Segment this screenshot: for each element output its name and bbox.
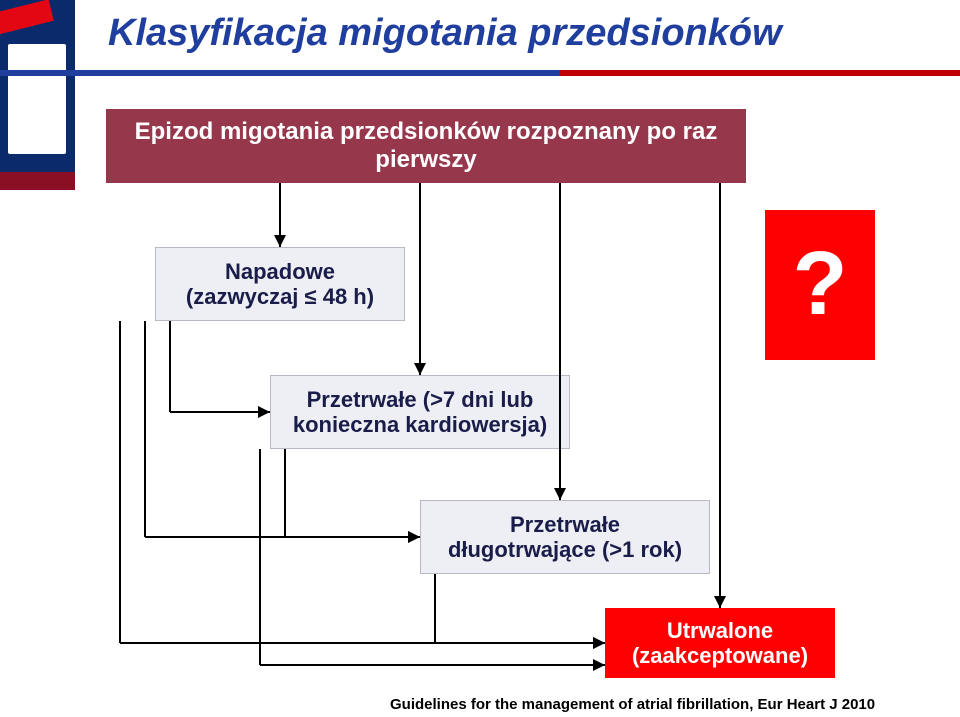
esc-ribbon — [0, 0, 54, 35]
arrowhead-icon — [408, 531, 420, 543]
connector-segment — [285, 536, 420, 538]
connector-segment — [259, 449, 261, 665]
arrowhead-icon — [414, 363, 426, 375]
box-permanent: Utrwalone (zaakceptowane) — [605, 608, 835, 678]
box-longstanding-text: Przetrwałe długotrwające (>1 rok) — [448, 512, 682, 563]
connector-segment — [719, 183, 721, 608]
box-paroxysmal: Napadowe (zazwyczaj ≤ 48 h) — [155, 247, 405, 321]
slide: Klasyfikacja migotania przedsionków Epiz… — [0, 0, 960, 717]
box-longstanding: Przetrwałe długotrwające (>1 rok) — [420, 500, 710, 574]
footer-citation: Guidelines for the management of atrial … — [390, 696, 875, 713]
esc-card — [8, 44, 66, 154]
arrowhead-icon — [554, 488, 566, 500]
connector-segment — [169, 321, 171, 412]
arrowhead-icon — [593, 659, 605, 671]
qmark-text: ? — [793, 233, 848, 337]
box-question-mark: ? — [765, 210, 875, 360]
connector-segment — [435, 642, 605, 644]
slide-title: Klasyfikacja migotania przedsionków — [108, 12, 782, 55]
box-paroxysmal-text: Napadowe (zazwyczaj ≤ 48 h) — [186, 259, 374, 310]
connector-segment — [559, 183, 561, 500]
arrowhead-icon — [274, 235, 286, 247]
box-persistent: Przetrwałe (>7 dni lub konieczna kardiow… — [270, 375, 570, 449]
box-permanent-text: Utrwalone (zaakceptowane) — [632, 618, 808, 669]
connector-segment — [170, 411, 270, 413]
rule-red — [560, 70, 960, 76]
arrowhead-icon — [714, 596, 726, 608]
connector-segment — [419, 183, 421, 375]
esc-bar — [0, 172, 75, 190]
arrowhead-icon — [258, 406, 270, 418]
arrowhead-icon — [593, 637, 605, 649]
box-persistent-text: Przetrwałe (>7 dni lub konieczna kardiow… — [293, 387, 547, 438]
connector-segment — [144, 321, 146, 537]
esc-badge — [0, 0, 75, 190]
box-episode: Epizod migotania przedsionków rozpoznany… — [106, 109, 746, 183]
box-episode-text: Epizod migotania przedsionków rozpoznany… — [106, 118, 746, 173]
connector-segment — [284, 449, 286, 537]
connector-segment — [119, 321, 121, 643]
connector-segment — [260, 664, 605, 666]
connector-segment — [434, 574, 436, 643]
